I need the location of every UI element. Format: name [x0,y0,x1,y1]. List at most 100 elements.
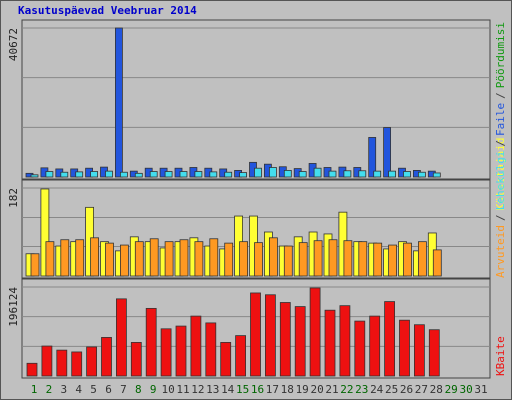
bar [309,287,321,377]
bar [30,253,40,277]
bar [254,242,263,277]
bar [328,170,337,178]
x-tick-label: 25 [385,383,398,396]
x-tick-label: 5 [90,383,97,396]
bar [388,244,398,277]
bar [254,167,262,178]
legend: KBaite [494,336,507,376]
panel [21,19,491,180]
x-tick-label: 4 [75,383,82,396]
bar [283,170,292,178]
bar [179,171,188,178]
bar [105,170,113,178]
x-tick-label: 1 [31,383,38,396]
bar [239,172,248,178]
bar [190,315,202,377]
bar [90,237,99,277]
bar [56,349,68,377]
bar [383,127,392,178]
bar [417,241,427,277]
bar [413,324,425,377]
bar [164,171,173,178]
x-tick-label: 21 [325,383,338,396]
bar [373,242,383,277]
bar [60,171,69,178]
bar [40,188,50,277]
x-tick-label: 3 [60,383,67,396]
bar [358,170,367,178]
legend-label: KBaite [494,336,507,376]
x-tick-label: 30 [459,383,472,396]
x-tick-label: 19 [296,383,309,396]
bar [432,172,441,178]
bar [75,239,85,277]
bar [134,172,143,178]
x-tick-label: 9 [150,383,157,396]
y-tick-label: 196124 [7,287,20,327]
bar [324,309,336,377]
bar [220,342,232,377]
legend-separator: / [494,92,507,99]
x-tick-label: 2 [46,383,53,396]
bar [239,241,249,277]
bar [71,351,83,377]
bar [41,345,53,377]
x-tick-label: 22 [340,383,353,396]
bar [205,322,217,377]
x-tick-label: 15 [236,383,249,396]
bar [86,346,97,377]
x-tick-label: 8 [135,383,142,396]
bar [120,171,128,178]
y-tick-label: 182 [7,188,20,208]
bar [149,238,159,277]
x-tick-label: 31 [474,383,487,396]
bar [224,171,233,178]
bar [175,325,187,377]
bar [130,342,142,377]
legend-label: Faile [494,103,507,136]
x-tick-label: 24 [370,383,384,396]
legend-label: Pöördumisi [494,22,507,88]
bar [179,239,189,277]
x-tick-label: 20 [310,383,323,396]
legend-label: Arvuteid [494,225,507,278]
bar [343,170,352,178]
bar [209,171,218,178]
bar [283,245,293,277]
bar [343,240,353,277]
y-tick-label: 40672 [7,28,20,61]
bar [30,174,39,178]
bar [209,238,219,277]
x-tick-label: 14 [221,383,235,396]
bar [101,337,112,377]
bar [373,170,382,178]
bar [105,242,114,277]
x-tick-label: 10 [161,383,174,396]
bar [120,244,129,277]
x-tick-label: 6 [105,383,112,396]
chart-title: Kasutuspäevad Veebruar 2014 [18,4,197,17]
x-tick-label: 23 [355,383,368,396]
bar [164,241,174,277]
legend-separator: / [494,140,507,147]
bar [250,292,261,377]
bar [145,307,157,377]
x-tick-label: 11 [176,383,189,396]
bar [279,302,291,377]
bar [45,241,55,277]
bar [369,315,381,377]
bar [264,294,276,377]
bar [313,240,323,277]
bar [403,171,411,178]
bar [388,170,397,178]
bar [368,137,377,178]
bar [328,239,338,277]
x-tick-label: 17 [266,383,279,396]
x-tick-label: 13 [206,383,219,396]
bar [298,242,308,277]
bar [358,241,368,277]
bar [194,241,204,277]
bar [134,241,144,277]
x-tick-label: 28 [430,383,443,396]
